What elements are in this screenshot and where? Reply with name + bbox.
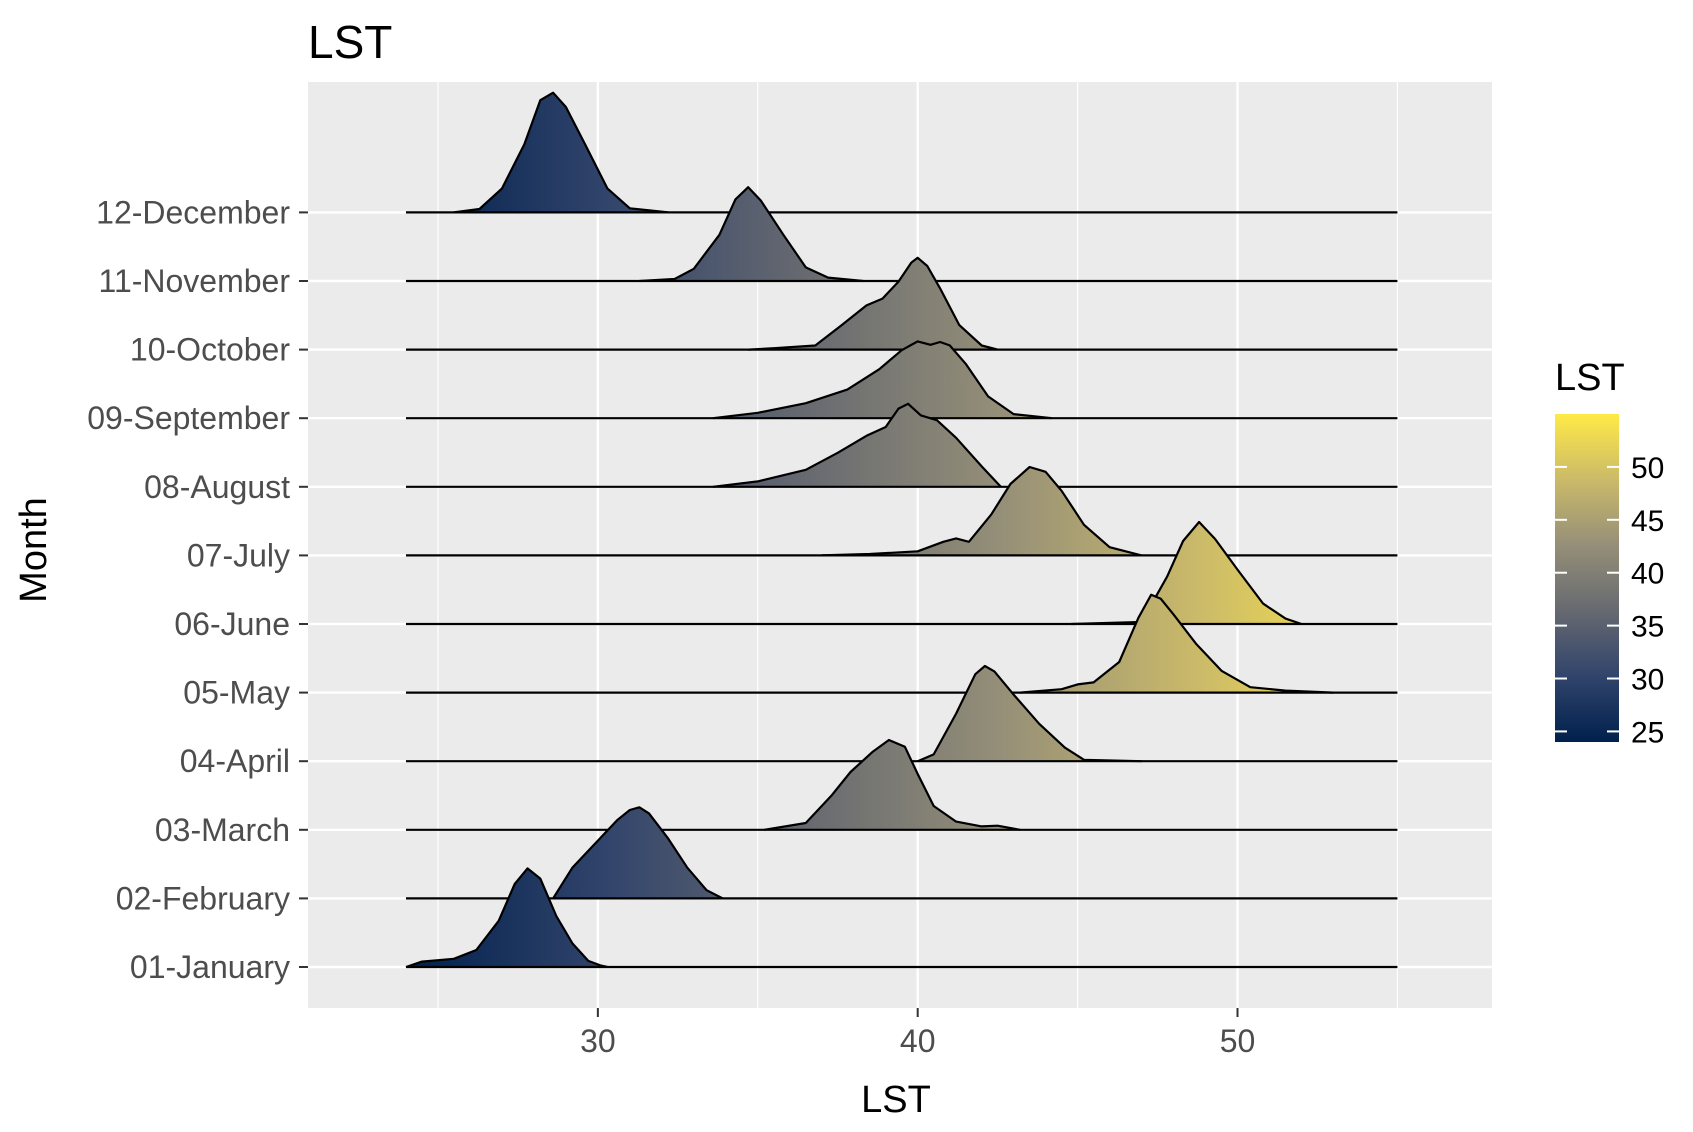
y-tick-label: 06-June <box>174 606 290 642</box>
x-axis-title: LST <box>861 1079 931 1121</box>
legend-tick-label: 25 <box>1631 716 1664 749</box>
ridge-outline <box>552 806 724 900</box>
y-tick-label: 07-July <box>187 537 290 573</box>
x-tick-label: 40 <box>900 1023 936 1059</box>
y-tick-label: 08-August <box>144 469 290 505</box>
ridge-outline <box>639 186 864 283</box>
legend-title: LST <box>1555 357 1625 399</box>
legend-tick-label: 50 <box>1631 452 1664 485</box>
legend-tick-label: 45 <box>1631 505 1664 538</box>
y-tick-label: 12-December <box>96 194 290 230</box>
y-axis-title: Month <box>13 497 55 603</box>
ridge-area <box>821 467 1142 556</box>
ridge-area <box>713 403 1001 487</box>
y-tick-label: 10-October <box>130 332 290 368</box>
ridge-12-December <box>405 91 1398 214</box>
ridge-01-January <box>405 867 1398 969</box>
plot-panel <box>308 82 1492 1008</box>
x-tick-label: 30 <box>580 1023 616 1059</box>
x-tick-label: 50 <box>1220 1023 1256 1059</box>
ridge-outline <box>748 256 998 351</box>
y-axis: 01-January 02-February 03-March 04-April 05-… <box>87 194 308 985</box>
ridge-outline <box>764 738 1021 831</box>
ridge-area <box>639 187 864 281</box>
ridge-03-March <box>405 738 1398 831</box>
color-legend: LST 25 30 35 40 45 50 <box>1555 357 1664 749</box>
density-ridges <box>405 91 1398 969</box>
y-tick-label: 09-September <box>87 400 290 436</box>
ridge-outline <box>821 465 1142 557</box>
ridge-outline <box>1019 593 1334 694</box>
ridge-05-May <box>405 593 1398 694</box>
ridge-area <box>713 341 1052 419</box>
y-tick-label: 01-January <box>130 949 290 985</box>
ridge-area <box>1020 594 1334 693</box>
legend-colorbar <box>1555 414 1619 742</box>
ridge-area <box>1071 522 1302 624</box>
ridge-outline <box>917 664 1142 763</box>
y-tick-label: 11-November <box>99 263 291 299</box>
x-axis: 30 40 50 <box>580 1008 1255 1059</box>
y-tick-label: 03-March <box>155 812 290 848</box>
ridge-area <box>406 868 608 967</box>
ridge-07-July <box>405 465 1398 557</box>
y-tick-label: 04-April <box>180 743 290 779</box>
y-tick-label: 05-May <box>183 675 290 711</box>
ridge-area <box>453 92 669 213</box>
legend-tick-label: 35 <box>1631 611 1664 644</box>
ridge-08-August <box>405 402 1398 488</box>
ridge-area <box>553 807 723 899</box>
chart-title: LST <box>308 16 392 68</box>
ridge-area <box>764 740 1020 830</box>
legend-tick-label: 40 <box>1631 558 1664 591</box>
ridge-outline <box>453 91 669 214</box>
ridge-outline <box>405 867 608 969</box>
ridge-outline <box>712 340 1053 420</box>
ridge-outline <box>712 402 1002 488</box>
legend-tick-label: 30 <box>1631 664 1664 697</box>
y-tick-label: 02-February <box>116 880 290 916</box>
ridge-02-February <box>405 806 1398 900</box>
